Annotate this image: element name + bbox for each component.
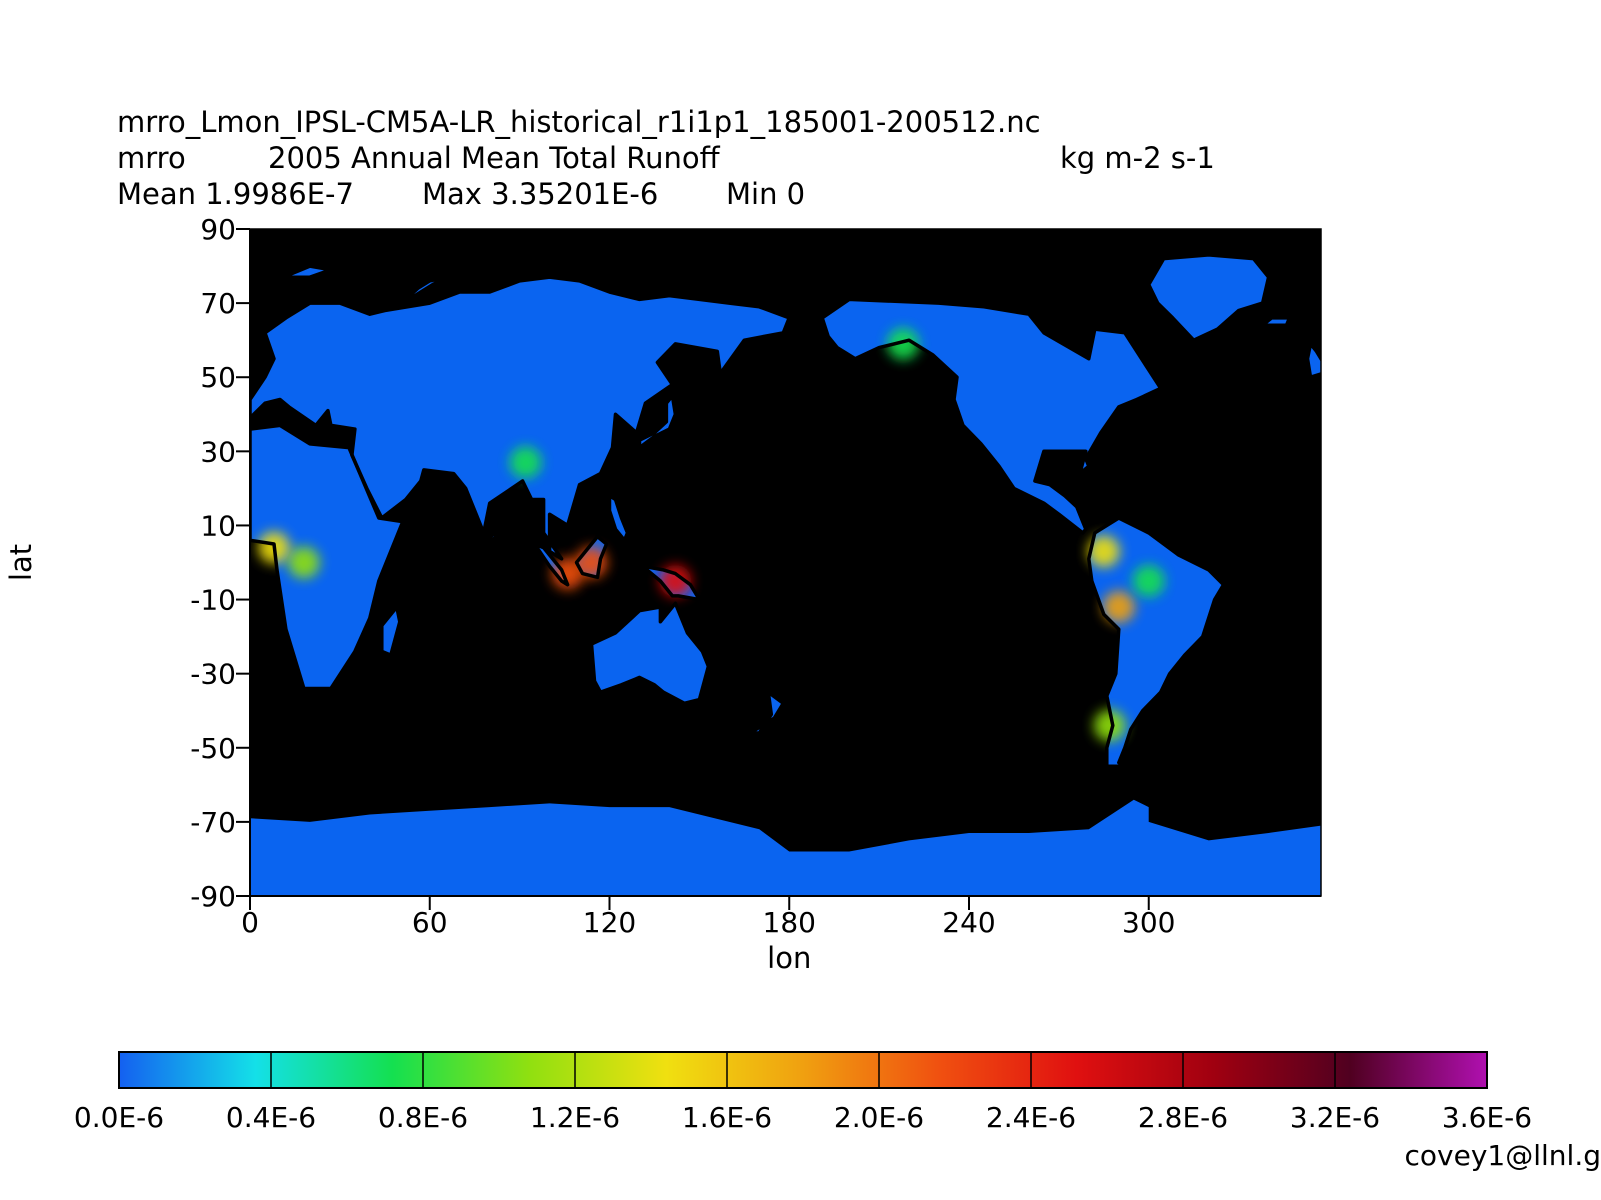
landmass-iceland <box>1262 317 1290 326</box>
coastline-borneo <box>574 534 609 580</box>
y-tick-label: 10 <box>200 509 236 542</box>
coastline-eurasia <box>250 275 791 561</box>
landmass-northamerica <box>822 299 1161 533</box>
colorbar-label: 0.4E-6 <box>226 1101 316 1134</box>
y-tick-label: 50 <box>200 361 236 394</box>
coastline-sumatra <box>532 542 570 587</box>
coastline-newguinea <box>640 564 702 602</box>
colorbar-label: 2.8E-6 <box>1138 1101 1228 1134</box>
coastline-japan <box>637 394 678 450</box>
y-tick-label: -30 <box>190 658 236 691</box>
runoff-hotspot <box>887 327 920 360</box>
x-tick-label: 300 <box>1122 906 1175 939</box>
landmass-philippines <box>609 495 628 541</box>
coastline-svalbard <box>281 264 333 279</box>
min-stat: Min 0 <box>726 177 806 211</box>
colorbar-label: 0.0E-6 <box>74 1101 164 1134</box>
x-tick-label: 120 <box>583 906 636 939</box>
colorbar-label: 1.6E-6 <box>682 1101 772 1134</box>
coastline-philippines <box>607 494 630 543</box>
coastline-iceland <box>1260 316 1292 328</box>
coastline-africa <box>250 423 405 691</box>
chart-title: 2005 Annual Mean Total Runoff <box>268 141 720 175</box>
colorbar-label: 0.8E-6 <box>378 1101 468 1134</box>
landmass-africa <box>250 425 403 689</box>
y-tick-label: -10 <box>190 584 236 617</box>
y-tick-label: -70 <box>190 806 236 839</box>
x-tick-label: 0 <box>241 906 259 939</box>
x-tick-label: 240 <box>942 906 995 939</box>
x-tick-label: 180 <box>763 906 816 939</box>
landmass-greenland <box>1148 254 1269 341</box>
coastline-greenland <box>1146 253 1271 342</box>
y-axis-label: lat <box>4 544 38 581</box>
colorbar-label: 3.6E-6 <box>1442 1101 1532 1134</box>
y-tick-label: -90 <box>190 880 236 913</box>
y-tick-label: -50 <box>190 732 236 765</box>
colorbar-label: 2.0E-6 <box>834 1101 924 1134</box>
coastline-newzealand <box>748 690 786 735</box>
colorbar <box>118 1051 1488 1089</box>
coastline-northamerica <box>820 297 1163 535</box>
runoff-hotspot <box>509 446 542 479</box>
landmass-eurasia <box>250 277 790 559</box>
landmass-antarctica <box>250 799 1321 896</box>
coastline-novayazemlya <box>404 275 450 302</box>
runoff-hotspot <box>1102 591 1135 623</box>
author-credit: covey1@llnl.g <box>1404 1139 1601 1172</box>
runoff-hotspot <box>1087 535 1120 568</box>
mean-stat: Mean 1.9986E-7 <box>117 177 354 211</box>
y-tick-label: 90 <box>200 213 236 246</box>
colorbar-label: 2.4E-6 <box>986 1101 1076 1134</box>
max-stat: Max 3.35201E-6 <box>422 177 659 211</box>
colorbar-label: 1.2E-6 <box>530 1101 620 1134</box>
coastline-madagascar <box>380 605 402 657</box>
landmass-southamerica <box>1088 518 1224 767</box>
landmass-madagascar <box>381 607 400 656</box>
y-tick-label: 30 <box>200 435 236 468</box>
runoff-hotspot <box>1093 709 1126 742</box>
variable-name: mrro <box>117 141 186 175</box>
x-tick-label: 60 <box>412 906 448 939</box>
runoff-hotspot <box>287 546 320 579</box>
coastline-britishisles <box>1305 342 1321 379</box>
units-label: kg m-2 s-1 <box>1060 141 1215 175</box>
coastline-southamerica <box>1087 516 1226 769</box>
coastline-srilanka <box>487 531 498 543</box>
colorbar-label: 3.2E-6 <box>1290 1101 1380 1134</box>
file-title: mrro_Lmon_IPSL-CM5A-LR_historical_r1i1p1… <box>117 105 1041 139</box>
x-axis-label: lon <box>767 941 811 975</box>
landmass-newzealand <box>750 692 784 733</box>
coastline-australia <box>589 601 711 706</box>
runoff-hotspot <box>1132 565 1165 597</box>
y-tick-label: 70 <box>200 287 236 320</box>
